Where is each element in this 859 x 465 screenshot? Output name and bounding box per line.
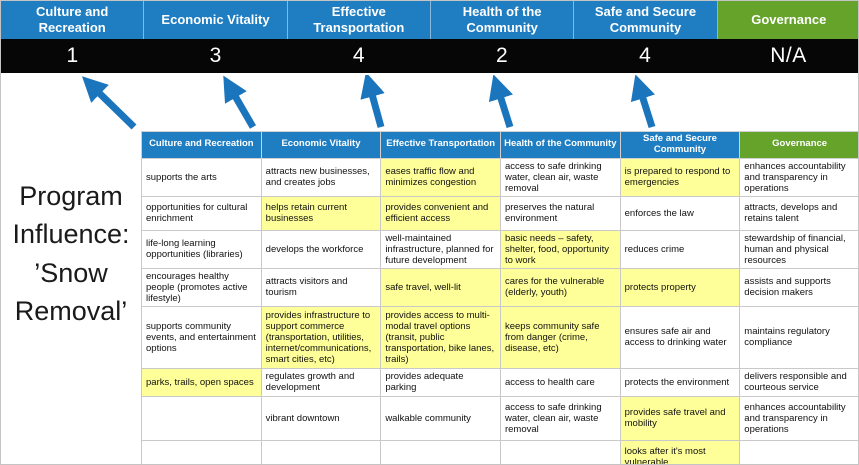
matrix-cell: access to safe drinking water, clean air… <box>499 395 621 441</box>
influence-arrows <box>81 75 656 130</box>
matrix-cell: supports community events, and entertain… <box>141 305 262 369</box>
top-category-economic: Economic Vitality <box>144 1 288 39</box>
matrix-cell <box>260 439 382 464</box>
score-governance: N/A <box>770 44 807 67</box>
matrix-cell: eases traffic flow and minimizes congest… <box>380 157 501 197</box>
matrix-cell: delivers responsible and courteous servi… <box>739 367 858 397</box>
matrix-row: encourages healthy people (promotes acti… <box>141 267 858 307</box>
matrix-cell: maintains regulatory compliance <box>739 305 858 369</box>
matrix-row: opportunities for cultural enrichment he… <box>141 195 858 231</box>
matrix-cell: attracts new businesses, and creates job… <box>260 157 382 197</box>
influence-arrow-icon <box>488 75 514 129</box>
matrix-cell: enhances accountability and transparency… <box>739 395 858 441</box>
matrix-cell: well-maintained infrastructure, planned … <box>380 229 501 269</box>
matrix-cell: preserves the natural environment <box>499 195 621 231</box>
matrix-cell: enforces the law <box>619 195 741 231</box>
matrix-cell <box>141 439 262 464</box>
matrix-header-economic: Economic Vitality <box>260 131 382 159</box>
matrix-row: looks after it's most vulnerable <box>141 439 858 464</box>
matrix-cell: assists and supports decision makers <box>739 267 858 307</box>
matrix-cell: encourages healthy people (promotes acti… <box>141 267 262 307</box>
matrix-cell: access to safe drinking water, clean air… <box>499 157 621 197</box>
matrix-header-health: Health of the Community <box>499 131 621 159</box>
matrix-cell: provides convenient and efficient access <box>380 195 501 231</box>
top-category-transportation: Effective Transportation <box>287 1 431 39</box>
top-category-culture: Culture and Recreation <box>1 1 145 39</box>
influence-arrow-icon <box>630 75 656 129</box>
score-economic: 3 <box>209 44 222 67</box>
matrix-cell: provides adequate parking <box>380 367 501 397</box>
top-category-label: Governance <box>751 11 827 27</box>
matrix-cell: access to health care <box>499 367 621 397</box>
top-category-label: Culture and Recreation <box>36 3 109 35</box>
matrix-header-row: Culture and Recreation Economic Vitality… <box>141 131 858 159</box>
influence-arrow-icon <box>81 76 137 130</box>
matrix-cell: parks, trails, open spaces <box>141 367 262 397</box>
matrix-cell: cares for the vulnerable (elderly, youth… <box>499 267 621 307</box>
matrix-cell: provides safe travel and mobility <box>619 395 741 441</box>
score-culture: 1 <box>66 44 79 67</box>
matrix-cell: attracts, develops and retains talent <box>739 195 858 231</box>
matrix-cell: looks after it's most vulnerable <box>619 439 741 464</box>
influence-arrow-icon <box>360 75 385 128</box>
influence-arrow-icon <box>223 75 257 129</box>
top-category-label: Economic Vitality <box>161 11 270 27</box>
top-category-governance: Governance <box>717 1 858 39</box>
matrix-cell: keeps community safe from danger (crime,… <box>499 305 621 369</box>
top-category-health: Health of the Community <box>430 1 575 39</box>
top-category-safe: Safe and Secure Community <box>574 1 718 39</box>
matrix-cell: life-long learning opportunities (librar… <box>141 229 262 269</box>
matrix-cell <box>499 439 621 464</box>
matrix-cell: protects the environment <box>619 367 741 397</box>
matrix-row: parks, trails, open spaces regulates gro… <box>141 367 858 397</box>
matrix-cell: ensures safe air and access to drinking … <box>619 305 741 369</box>
matrix-header-culture: Culture and Recreation <box>141 131 262 159</box>
top-category-label: Effective Transportation <box>313 3 405 35</box>
top-category-bar: Culture and Recreation Economic Vitality… <box>1 1 858 39</box>
matrix-cell: develops the workforce <box>260 229 382 269</box>
matrix-header-governance: Governance <box>739 131 858 159</box>
matrix-cell: enhances accountability and transparency… <box>739 157 858 197</box>
matrix-cell: regulates growth and development <box>260 367 382 397</box>
score-safe: 4 <box>639 44 652 67</box>
matrix-row: supports community events, and entertain… <box>141 305 858 369</box>
score-health: 2 <box>496 44 509 67</box>
matrix-cell: provides infrastructure to support comme… <box>260 305 382 369</box>
matrix-cell <box>141 395 262 441</box>
top-category-label: Safe and Secure Community <box>594 3 697 35</box>
matrix-cell <box>380 439 501 464</box>
matrix-cell: basic needs – safety, shelter, food, opp… <box>499 229 621 269</box>
matrix-cell: provides access to multi-modal travel op… <box>380 305 501 369</box>
matrix-cell: vibrant downtown <box>260 395 382 441</box>
matrix-cell: supports the arts <box>141 157 262 197</box>
program-influence-label: Program Influence: ’Snow Removal’ <box>12 181 130 326</box>
influence-matrix: Culture and Recreation Economic Vitality… <box>141 131 858 464</box>
matrix-row: life-long learning opportunities (librar… <box>141 229 858 269</box>
matrix-cell: stewardship of financial, human and phys… <box>739 229 858 269</box>
matrix-cell: safe travel, well-lit <box>380 267 501 307</box>
matrix-cell: helps retain current businesses <box>260 195 382 231</box>
matrix-row: supports the arts attracts new businesse… <box>141 157 858 197</box>
matrix-header-safe: Safe and Secure Community <box>619 131 741 159</box>
matrix-cell: attracts visitors and tourism <box>260 267 382 307</box>
matrix-cell: walkable community <box>380 395 501 441</box>
matrix-cell: protects property <box>619 267 741 307</box>
matrix-cell <box>739 439 858 464</box>
score-bar: 1 3 4 2 4 N/A <box>1 39 858 73</box>
matrix-cell: opportunities for cultural enrichment <box>141 195 262 231</box>
matrix-cell: reduces crime <box>619 229 741 269</box>
matrix-row: vibrant downtown walkable community acce… <box>141 395 858 441</box>
matrix-header-transportation: Effective Transportation <box>380 131 501 159</box>
score-transportation: 4 <box>352 44 366 67</box>
top-category-label: Health of the Community <box>462 3 542 35</box>
matrix-cell: is prepared to respond to emergencies <box>619 157 741 197</box>
